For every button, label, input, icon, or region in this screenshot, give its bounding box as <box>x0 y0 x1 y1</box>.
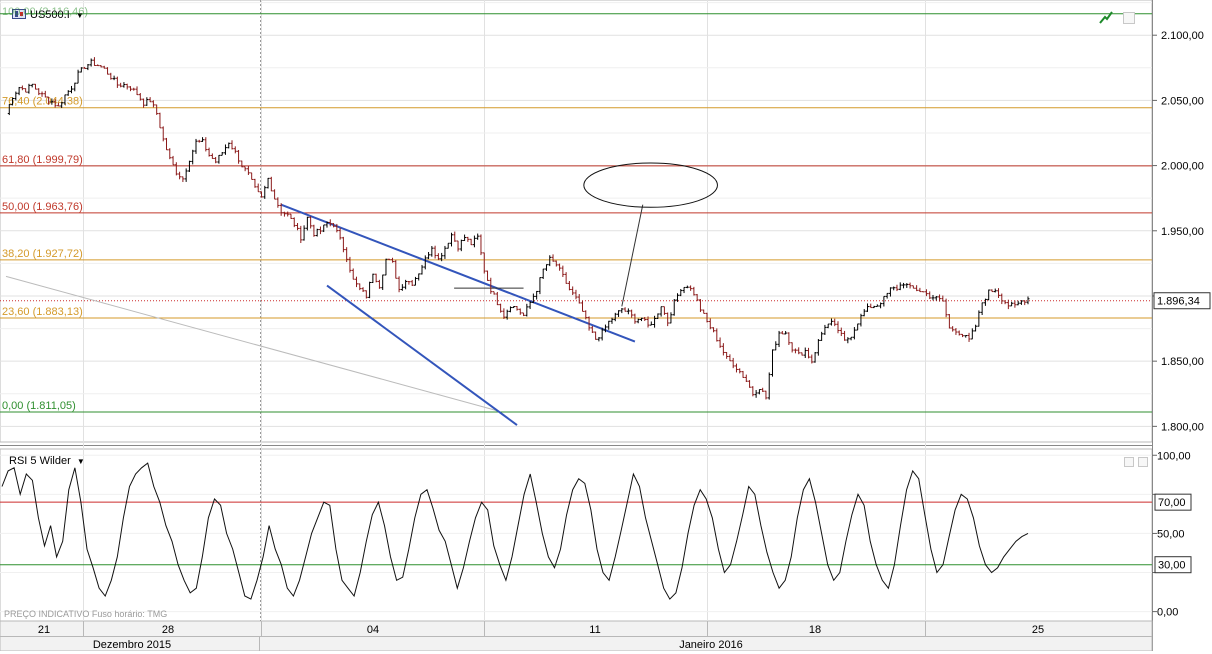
chevron-down-icon[interactable]: ▼ <box>75 11 84 20</box>
trend-icon[interactable] <box>1099 10 1113 24</box>
arrow-line <box>621 204 644 307</box>
y-tick-label: 2.050,00 <box>1161 95 1204 107</box>
footer-note: PREÇO INDICATIVO Fuso horário: TMG <box>4 609 168 619</box>
y-tick-label: 2.000,00 <box>1161 161 1204 173</box>
panel-restore-icon[interactable] <box>1123 12 1135 24</box>
month-label: Dezembro 2015 <box>93 639 171 651</box>
target-ellipse <box>583 162 718 208</box>
symbol-name: US500.I <box>30 9 70 21</box>
y-tick-label: 1.850,00 <box>1161 356 1204 368</box>
x-tick-label: 11 <box>589 624 600 636</box>
rsi-name: RSI 5 Wilder <box>9 455 71 467</box>
chevron-down-icon[interactable]: ▼ <box>76 457 85 466</box>
rsi-level-box <box>1154 556 1192 574</box>
fib-level-label: 23,60 (1.883,13) <box>2 306 83 318</box>
fib-level-label: 0,00 (1.811,05) <box>2 400 76 412</box>
rsi-layer <box>0 462 1152 600</box>
rsi-level-box <box>1154 493 1192 511</box>
rsi-panel-maximize-icon[interactable] <box>1138 457 1148 467</box>
trend-icon-svg <box>1099 11 1113 24</box>
rsi-line <box>1 462 1029 600</box>
y-tick-label: 2.100,00 <box>1161 30 1204 42</box>
annotation-layer <box>5 162 718 426</box>
fib-level-label: 38,20 (1.927,72) <box>2 248 83 260</box>
fib-level-label: 61,80 (1.999,79) <box>2 154 83 166</box>
x-tick-label: 04 <box>367 624 379 636</box>
chart-type-icon-svg <box>12 9 26 19</box>
symbol-label[interactable]: US500.I ▼ <box>30 9 84 21</box>
current-price-box <box>1153 292 1211 310</box>
rsi-y-tick-label: 50,00 <box>1157 528 1185 540</box>
price-series-layer <box>7 57 1030 400</box>
x-tick-label: 28 <box>162 624 174 636</box>
fib-level-label: 50,00 (1.963,76) <box>2 201 83 213</box>
long-trendline <box>5 275 498 412</box>
month-label: Janeiro 2016 <box>679 639 743 651</box>
current-price-label: 1.896,34 <box>1157 296 1200 308</box>
fibonacci-layer: 76,40 (2.044,38) 61,80 (1.999,79) 50,00 (1… <box>0 13 1152 413</box>
rsi-panel-frame <box>0 448 1153 622</box>
channel-lower-line <box>326 284 518 426</box>
rsi-y-tick-label: 100,00 <box>1157 450 1191 462</box>
rsi-level-label: 30,00 <box>1158 560 1186 572</box>
x-tick-label: 25 <box>1032 624 1044 636</box>
x-tick-label: 18 <box>809 624 821 636</box>
chart-type-icon[interactable] <box>12 9 26 19</box>
y-tick-label: 1.950,00 <box>1161 226 1204 238</box>
channel-upper-line <box>280 203 636 343</box>
y-tick-label: 1.800,00 <box>1161 421 1204 433</box>
axis-layer: 2.100,002.050,002.000,001.950,001.900,00… <box>38 30 1211 651</box>
price-panel-frame <box>0 0 1153 443</box>
rsi-indicator-label[interactable]: RSI 5 Wilder ▼ <box>9 455 85 467</box>
fib-level-label: 76,40 (2.044,38) <box>2 96 83 108</box>
rsi-level-label: 70,00 <box>1158 497 1186 509</box>
rsi-panel-restore-icon[interactable] <box>1124 457 1134 467</box>
top-fib-label: 100,00 (2.116,46) <box>2 6 89 18</box>
x-tick-label: 21 <box>38 624 50 636</box>
rsi-y-tick-label: 0,00 <box>1157 607 1178 619</box>
